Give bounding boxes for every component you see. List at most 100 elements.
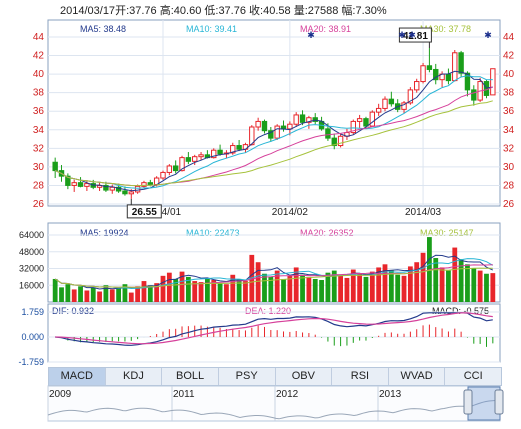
price-y-tick-right: 42: [503, 51, 515, 62]
candle-body: [414, 81, 420, 91]
price-y-tick-right: 40: [503, 69, 515, 80]
candle-body: [96, 184, 103, 188]
price-panel-frame: [47, 19, 501, 207]
candle-body: [363, 118, 369, 127]
candle-body: [84, 183, 90, 187]
change-label: 幅: [341, 5, 353, 17]
candle-body: [204, 154, 211, 159]
volume-y-tick: 48000: [19, 247, 44, 257]
candle-body: [401, 102, 407, 110]
tab-cci[interactable]: CCI: [463, 370, 483, 382]
candle-body: [134, 185, 141, 193]
candle-body: [356, 118, 363, 122]
volume-bar: [414, 262, 420, 302]
candle-body: [65, 175, 71, 186]
tab-boll[interactable]: BOLL: [162, 368, 219, 385]
volume-bar: [281, 278, 286, 302]
volume-bar: [262, 273, 267, 302]
candle-body: [350, 120, 356, 134]
volume-ma10-legend: MA10: 22473: [186, 228, 240, 238]
ma10-line: [54, 75, 493, 189]
volume-bar: [477, 270, 483, 302]
candle-body: [394, 103, 401, 110]
volume-label: 量: [293, 5, 305, 17]
price-y-tick-left: 36: [33, 106, 45, 117]
volume-bar: [192, 281, 198, 302]
volume-bar: [484, 273, 489, 302]
volume-bar: [452, 247, 458, 302]
volume-bar: [439, 267, 445, 302]
volume-bar: [217, 283, 223, 302]
volume-bar: [287, 275, 293, 302]
candle-body: [255, 120, 261, 128]
volume-ma5-legend: MA5: 19924: [80, 228, 129, 238]
volume-bar: [268, 276, 274, 302]
price-y-tick-right: 28: [503, 180, 515, 191]
volume-ma30-line: [54, 267, 493, 288]
volume-bar: [230, 274, 236, 302]
volume-bar: [116, 288, 121, 302]
volume-bar: [319, 280, 324, 302]
candle-body: [388, 98, 395, 105]
volume-bar: [471, 268, 477, 302]
volume-bar: [154, 283, 160, 302]
candle-body: [141, 182, 147, 187]
candle-body: [306, 117, 312, 123]
volume-bar: [135, 286, 141, 302]
volume-bar: [71, 289, 77, 302]
ohlc-header: 2014/03/17开:37.76 高:40.60 低:37.76 收:40.5…: [60, 5, 387, 17]
volume-bar: [52, 278, 58, 302]
volume-bar: [395, 274, 401, 302]
candle-body: [274, 125, 280, 139]
tab-wvad[interactable]: WVAD: [389, 368, 446, 385]
dif-legend: DIF: 0.932: [52, 306, 95, 316]
event-marker-icon: ✱: [398, 30, 406, 40]
volume-bar: [205, 277, 210, 302]
event-marker-icon: ✱: [484, 30, 492, 40]
candle-body: [172, 165, 179, 172]
candle-body: [407, 89, 414, 104]
volume-bar: [369, 271, 375, 302]
candle-body: [160, 171, 166, 179]
volume-bar: [344, 277, 350, 302]
candle-body: [77, 182, 84, 187]
volume-ma30-legend: MA30: 25147: [420, 228, 474, 238]
volume-bar: [90, 287, 96, 302]
volume-bar: [249, 254, 255, 302]
volume-bar: [97, 291, 102, 302]
candle-body: [318, 120, 325, 130]
price-y-tick-right: 26: [503, 199, 515, 210]
candle-body: [331, 137, 337, 147]
tab-macd[interactable]: MACD: [49, 368, 106, 385]
volume-bar: [198, 282, 204, 302]
tab-obv[interactable]: OBV: [276, 368, 333, 385]
tab-psy[interactable]: PSY: [219, 368, 276, 385]
volume-bar: [306, 276, 312, 302]
candle-body: [325, 128, 331, 139]
candle-body: [426, 65, 433, 70]
price-x-tick: 2014/03: [405, 207, 442, 218]
candle-body: [223, 152, 230, 155]
candle-body: [147, 182, 154, 186]
volume-y-tick: 64000: [19, 230, 44, 240]
tab-kdj[interactable]: KDJ: [106, 368, 163, 385]
tab-rsi[interactable]: RSI: [332, 368, 389, 385]
candle-body: [445, 73, 452, 82]
volume-bar: [141, 281, 147, 302]
volume-bar: [420, 252, 426, 302]
volume-bar: [166, 272, 172, 302]
price-y-tick-left: 28: [33, 180, 45, 191]
volume-bar: [236, 278, 242, 302]
volume-ma10-line: [54, 258, 494, 290]
volume-bar: [458, 259, 464, 302]
low-annotation-box: [126, 204, 162, 219]
price-y-tick-right: 32: [503, 143, 515, 154]
candle-body: [369, 111, 376, 127]
price-y-tick-left: 32: [33, 143, 45, 154]
volume-bar: [350, 269, 356, 302]
price-x-tick: 2014/01: [145, 207, 182, 218]
ma20-line: [54, 86, 494, 187]
volume-y-tick: 16000: [19, 280, 44, 290]
